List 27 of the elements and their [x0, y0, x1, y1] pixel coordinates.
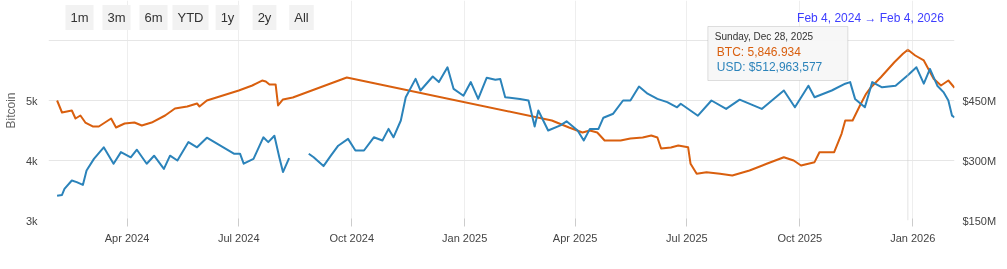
annotation: BTC: 5,846.934: [716, 44, 802, 59]
annotation: USD: $512,963,577: [716, 59, 823, 74]
x-tick-label: Jan 2026: [890, 231, 936, 244]
text: YTD: [177, 10, 204, 25]
text: 3m: [107, 10, 126, 25]
x-tick-label: Apr 2025: [552, 231, 598, 244]
text: 1y: [220, 10, 235, 25]
y2-tick-label: $300M: [962, 154, 997, 167]
text: 1m: [70, 10, 89, 25]
x-tick-label: Jul 2024: [217, 231, 260, 244]
y-tick-label: 3k: [25, 214, 38, 227]
x-tick-label: Jul 2025: [666, 231, 708, 244]
text: 6m: [144, 10, 163, 25]
annotation: Sunday, Dec 28, 2025: [714, 31, 814, 42]
x-tick-label: Oct 2025: [777, 231, 823, 244]
text: 2y: [257, 10, 272, 25]
text: All: [294, 10, 309, 25]
y2-tick-label: $150M: [962, 214, 997, 227]
y2-tick-label: $450M: [962, 94, 997, 107]
x-tick-label: Jan 2025: [442, 231, 488, 244]
text: Feb 4, 2024 → Feb 4, 2026: [797, 10, 945, 25]
y-tick-label: 5k: [25, 94, 38, 107]
x-tick-label: Apr 2024: [104, 231, 150, 244]
y-axis-title: Bitcoin: [3, 92, 18, 129]
x-tick-label: Oct 2024: [329, 231, 375, 244]
line-series: [56, 48, 955, 177]
y-tick-label: 4k: [25, 154, 38, 167]
